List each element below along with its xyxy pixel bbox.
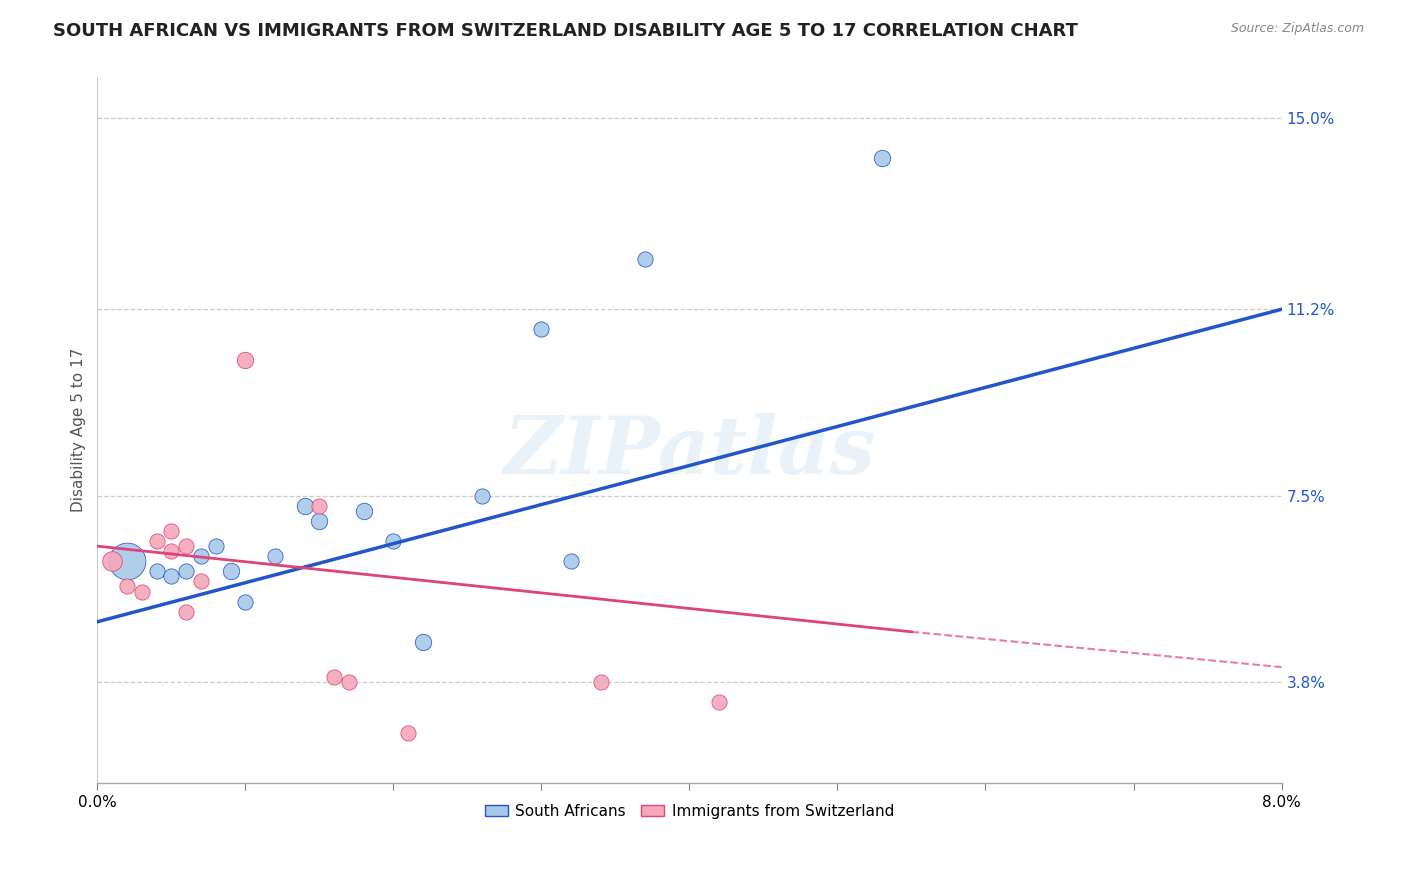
Point (145, 534, 167, 549)
Point (190, 574, 212, 589)
Point (131, 584, 153, 599)
Point (264, 549, 287, 564)
Point (353, 504, 375, 518)
Point (382, 534, 405, 549)
Point (412, 635, 434, 649)
Point (634, 252, 657, 266)
Point (174, 539, 197, 553)
Point (115, 579, 138, 593)
Point (323, 670, 346, 684)
Point (101, 554, 124, 568)
Point (294, 499, 316, 513)
Text: SOUTH AFRICAN VS IMMIGRANTS FROM SWITZERLAND DISABILITY AGE 5 TO 17 CORRELATION : SOUTH AFRICAN VS IMMIGRANTS FROM SWITZER… (53, 22, 1078, 40)
Point (174, 605, 197, 619)
Point (115, 554, 138, 568)
Point (174, 565, 197, 579)
Point (160, 544, 183, 558)
Point (560, 554, 582, 568)
Point (308, 514, 330, 528)
Point (204, 539, 226, 553)
Point (219, 565, 242, 579)
Y-axis label: Disability Age 5 to 17: Disability Age 5 to 17 (72, 348, 86, 512)
Point (235, 352, 257, 367)
Point (145, 565, 167, 579)
Point (235, 594, 257, 608)
Point (530, 322, 553, 336)
Point (396, 725, 419, 739)
Point (308, 499, 330, 513)
Point (870, 151, 893, 165)
Text: ZIPatlas: ZIPatlas (503, 413, 876, 491)
Point (337, 675, 360, 690)
Point (160, 569, 183, 583)
Point (160, 524, 183, 538)
Legend: South Africans, Immigrants from Switzerland: South Africans, Immigrants from Switzerl… (478, 797, 900, 825)
Point (707, 695, 730, 709)
Point (589, 675, 612, 690)
Point (471, 489, 494, 503)
Point (190, 549, 212, 564)
Text: Source: ZipAtlas.com: Source: ZipAtlas.com (1230, 22, 1364, 36)
